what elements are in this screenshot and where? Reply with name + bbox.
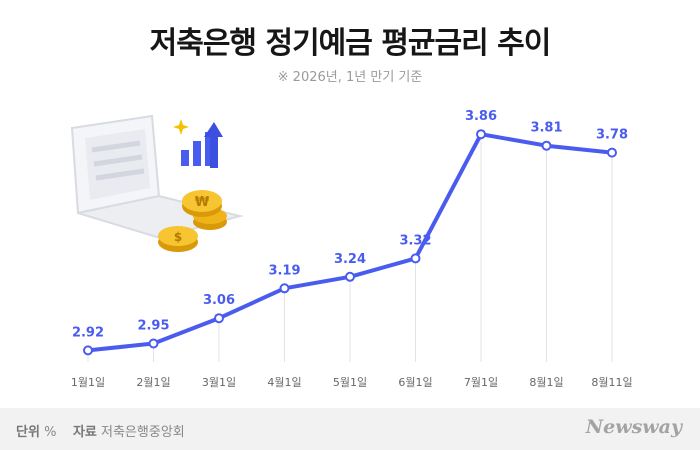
data-point [541, 140, 552, 151]
data-point [148, 338, 159, 349]
data-point [279, 283, 290, 294]
sparkle-icon [173, 119, 189, 135]
data-point [607, 147, 617, 158]
source-label: 자료 [72, 425, 97, 440]
value-labels: 2.92 2.95 3.06 3.19 3.24 3.32 3.86 3.81 3.78 [72, 109, 628, 340]
line-chart: ₩ $ 2.92 2.95 3.06 3.19 3.24 3.32 3.86 3.81 3.78… [71, 109, 633, 389]
footer: 단위 % 자료 저축은행중앙회 Newsway [0, 408, 700, 450]
x-tick-label: 5월1일 [333, 375, 367, 389]
chart-subtitle: ※ 2026년, 1년 만기 기준 [277, 70, 423, 85]
value-label: 3.32 [399, 233, 431, 248]
value-label: 3.19 [268, 263, 300, 278]
unit-label: 단위 [16, 425, 40, 440]
rising-bar-chart-icon [181, 122, 223, 168]
svg-text:₩: ₩ [195, 195, 210, 210]
brand-logo: Newsway [585, 416, 682, 438]
value-label: 3.78 [596, 128, 628, 143]
x-tick-label: 8월11일 [591, 375, 632, 389]
x-tick-label: 7월1일 [464, 375, 498, 389]
value-label: 3.86 [465, 109, 497, 124]
value-label: 3.06 [203, 293, 235, 308]
value-label: 2.95 [137, 319, 169, 334]
x-axis-ticks: 1월1일 2월1일 3월1일 4월1일 5월1일 6월1일 7월1일 8월1일 8월11일 [71, 375, 633, 389]
x-tick-label: 2월1일 [136, 375, 170, 389]
svg-text:$: $ [174, 230, 182, 244]
data-points [83, 129, 617, 356]
x-tick-label: 4월1일 [267, 375, 301, 389]
value-label: 3.81 [530, 121, 562, 136]
value-label: 2.92 [72, 325, 104, 340]
x-tick-label: 1월1일 [71, 375, 105, 389]
x-tick-label: 8월1일 [529, 375, 563, 389]
coin-dollar-icon: $ [158, 226, 198, 252]
x-tick-label: 3월1일 [202, 375, 236, 389]
value-label: 3.24 [334, 252, 366, 267]
x-tick-label: 6월1일 [398, 375, 432, 389]
data-point [83, 345, 93, 356]
data-point [410, 253, 421, 264]
data-point [214, 313, 224, 324]
footer-source: 단위 % 자료 저축은행중앙회 [16, 421, 185, 440]
unit-value: % [44, 425, 57, 440]
chart-title: 저축은행 정기예금 평균금리 추이 [149, 26, 552, 61]
data-point [476, 129, 486, 140]
coin-won-icon: ₩ [182, 190, 227, 230]
source-value: 저축은행중앙회 [101, 425, 185, 440]
data-point [345, 271, 355, 282]
guide-lines [87, 134, 613, 362]
